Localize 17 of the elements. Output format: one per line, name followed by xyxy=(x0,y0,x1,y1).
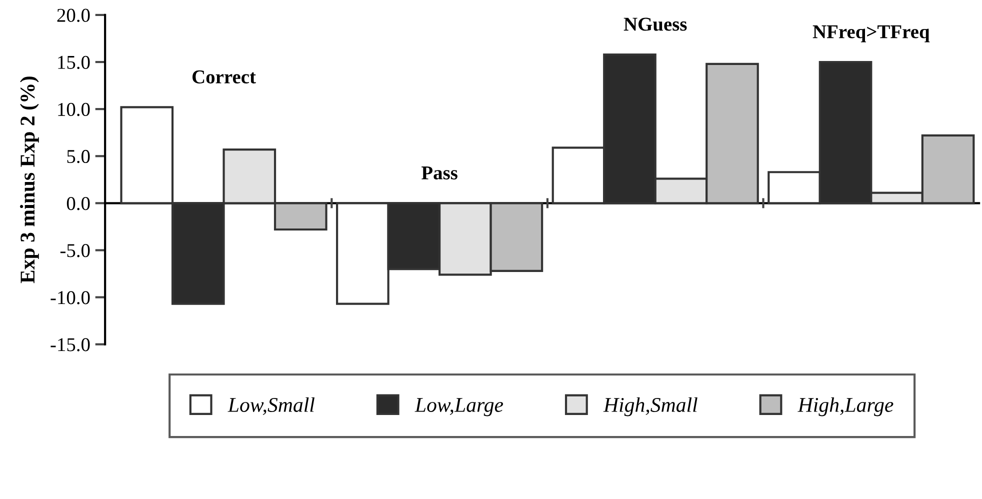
y-tick-label: 5.0 xyxy=(67,150,90,164)
x-tick-label: NGuess xyxy=(624,18,687,31)
x-tick-label: NFreq>TFreq xyxy=(812,25,930,42)
legend-label: Low,Small xyxy=(228,397,314,415)
y-axis-title: Exp 3 minus Exp 2 (%) xyxy=(20,76,39,284)
x-tick-label: Correct xyxy=(192,70,256,84)
y-tick-label: 0.0 xyxy=(66,196,90,210)
y-tick-label: -15.0 xyxy=(50,338,90,352)
x-tick-label: Pass xyxy=(422,166,458,180)
legend-label: Low,Large xyxy=(414,398,504,416)
y-tick-label: 15.0 xyxy=(58,56,90,70)
y-tick-label: -10.0 xyxy=(50,291,90,304)
legend-label: High,Small xyxy=(603,397,698,416)
legend-label: High,Large xyxy=(798,397,894,416)
y-tick-label: -5.0 xyxy=(60,244,90,258)
y-tick-label: 10.0 xyxy=(58,102,90,116)
y-tick-label: 20.0 xyxy=(57,8,90,22)
